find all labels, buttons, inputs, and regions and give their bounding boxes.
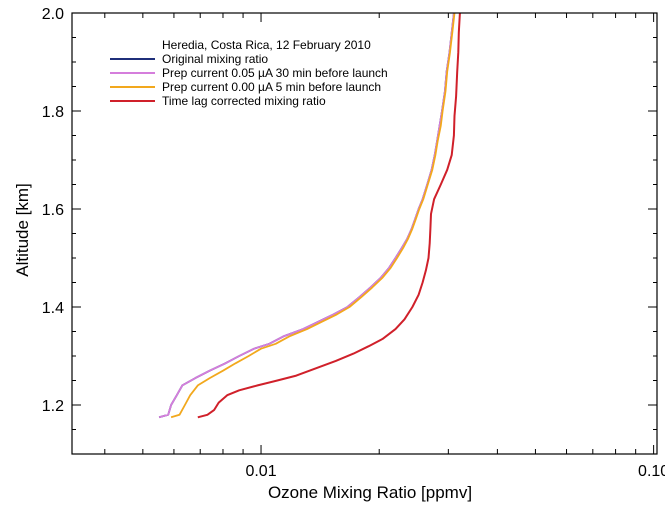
legend-label-1: Original mixing ratio [162, 52, 268, 66]
x-tick-label-2: 0.10 [638, 463, 665, 480]
y-tick-label-5: 2.0 [42, 6, 64, 23]
y-tick-label-4: 1.8 [42, 104, 64, 121]
legend-title: Heredia, Costa Rica, 12 February 2010 [162, 38, 371, 52]
y-tick-label-3: 1.6 [42, 202, 64, 219]
series-line-3 [170, 12, 456, 419]
y-tick-label-1: 1.2 [42, 398, 64, 415]
series-line-4 [197, 12, 461, 419]
x-tick-label-1: 0.01 [245, 463, 276, 480]
plot-frame [71, 12, 658, 455]
y-tick-label-2: 1.4 [42, 300, 64, 317]
y-axis-title: Altitude [km] [13, 183, 32, 277]
legend: Heredia, Costa Rica, 12 February 2010 Or… [110, 38, 388, 108]
legend-label-4: Time lag corrected mixing ratio [162, 94, 326, 108]
x-axis-title: Ozone Mixing Ratio [ppmv] [268, 483, 472, 502]
legend-label-3: Prep current 0.00 µA 5 min before launch [162, 80, 381, 94]
ticks-layer: 1.2 1.4 1.6 1.8 2.0 0.01 0.10 [42, 6, 665, 480]
series-layer [158, 12, 461, 419]
legend-label-2: Prep current 0.05 µA 30 min before launc… [162, 66, 388, 80]
series-line-2 [158, 12, 455, 419]
